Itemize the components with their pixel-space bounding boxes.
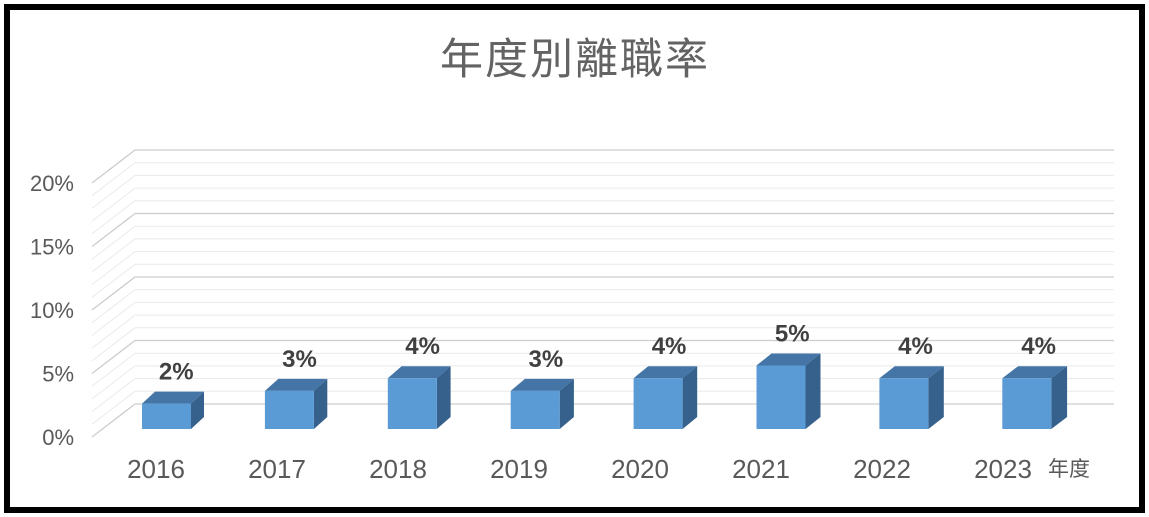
- data-label-2018: 4%: [405, 333, 440, 360]
- bar-2019-side-face: [559, 378, 574, 429]
- bar-2023-front-face: [1002, 378, 1052, 429]
- data-label-2020: 4%: [652, 333, 687, 360]
- x-tick-2023: 2023: [974, 454, 1032, 484]
- bar-2017-side-face: [313, 378, 328, 429]
- bar-2018-front-face: [387, 378, 437, 429]
- data-labels: 2% 3% 4% 3% 4% 5% 4% 4%: [159, 321, 1056, 386]
- bar-2020-front-face: [633, 378, 683, 429]
- gridline-major-15%: [91, 212, 1114, 248]
- gridline-minor-13%: [91, 238, 1114, 273]
- bar-2021-top-face: [756, 353, 821, 366]
- data-label-2017: 3%: [282, 346, 317, 373]
- gridline-minor-18%: [91, 174, 1114, 209]
- gridline-major-5%: [91, 339, 1114, 375]
- bar-2019: [510, 378, 574, 429]
- gridline-major-20%: [91, 149, 1114, 184]
- bar-2023: [1002, 366, 1068, 429]
- bar-2022: [879, 366, 944, 429]
- y-axis-tick-labels: 0% 5% 10% 15% 20%: [30, 171, 74, 450]
- bar-2023-top-face: [1002, 366, 1068, 379]
- bar-2021-front-face: [756, 365, 806, 429]
- bar-2018-top-face: [387, 366, 451, 379]
- bar-2020: [633, 366, 698, 429]
- major-gridlines: [91, 149, 1114, 438]
- bar-2019-top-face: [510, 378, 574, 391]
- gridline-minor-6%: [91, 327, 1114, 362]
- gridline-minor-12%: [91, 251, 1114, 285]
- chart-title: 年度別離職率: [440, 36, 710, 84]
- data-label-2021: 5%: [775, 321, 810, 348]
- x-tick-2022: 2022: [853, 454, 911, 484]
- x-axis-category-labels: 2016 2017 2018 2019 2020 2021 2022 2023: [127, 454, 1032, 484]
- y-tick-5%: 5%: [42, 362, 74, 387]
- bar-2023-side-face: [1051, 366, 1068, 429]
- bar-2018-side-face: [436, 366, 451, 429]
- data-label-2023: 4%: [1021, 333, 1056, 360]
- x-axis-title: 年度: [1048, 458, 1090, 481]
- bar-2018: [387, 366, 451, 429]
- bar-2017-front-face: [264, 390, 314, 429]
- gridline-major-10%: [91, 276, 1114, 311]
- gridline-minor-17%: [91, 187, 1114, 222]
- data-label-2016: 2%: [159, 359, 194, 386]
- x-tick-2019: 2019: [490, 454, 548, 484]
- bar-2022-side-face: [928, 366, 944, 429]
- bar-2016-side-face: [191, 391, 204, 429]
- x-tick-2017: 2017: [248, 454, 306, 484]
- bar-2017: [264, 378, 328, 429]
- bar-2020-top-face: [633, 366, 698, 379]
- x-tick-2020: 2020: [611, 454, 669, 484]
- y-tick-15%: 15%: [30, 235, 74, 260]
- bar-2016-front-face: [142, 403, 191, 429]
- bar-2017-top-face: [264, 378, 328, 391]
- gridline-minor-11%: [91, 263, 1114, 298]
- y-tick-10%: 10%: [30, 298, 74, 323]
- data-label-2022: 4%: [898, 333, 933, 360]
- gridline-minor-19%: [91, 162, 1114, 197]
- bar-2021-side-face: [805, 353, 821, 429]
- bar-2022-front-face: [879, 378, 929, 429]
- gridline-minor-1%: [91, 390, 1114, 425]
- bar-2016: [142, 391, 204, 429]
- gridline-minor-14%: [91, 225, 1114, 260]
- gridline-minor-7%: [91, 314, 1114, 349]
- gridline-minor-16%: [91, 200, 1114, 235]
- data-label-2019: 3%: [529, 346, 564, 373]
- bar-2021: [756, 353, 821, 429]
- gridline-minor-2%: [91, 378, 1114, 412]
- gridline-major-0%: [91, 403, 1114, 438]
- bar-2016-top-face: [142, 391, 204, 404]
- gridline-minor-9%: [91, 289, 1114, 324]
- y-tick-20%: 20%: [30, 171, 74, 196]
- bar-2020-side-face: [682, 366, 698, 429]
- x-tick-2018: 2018: [369, 454, 427, 484]
- gridline-minor-4%: [91, 352, 1114, 387]
- bar-series: [142, 353, 1068, 429]
- bar-2022-top-face: [879, 366, 944, 379]
- x-tick-2016: 2016: [127, 454, 185, 484]
- gridline-minor-3%: [91, 365, 1114, 400]
- bar-2019-front-face: [510, 390, 560, 429]
- minor-gridlines: [91, 162, 1114, 425]
- y-tick-0%: 0%: [42, 425, 74, 450]
- x-tick-2021: 2021: [732, 454, 790, 484]
- gridline-minor-8%: [91, 301, 1114, 336]
